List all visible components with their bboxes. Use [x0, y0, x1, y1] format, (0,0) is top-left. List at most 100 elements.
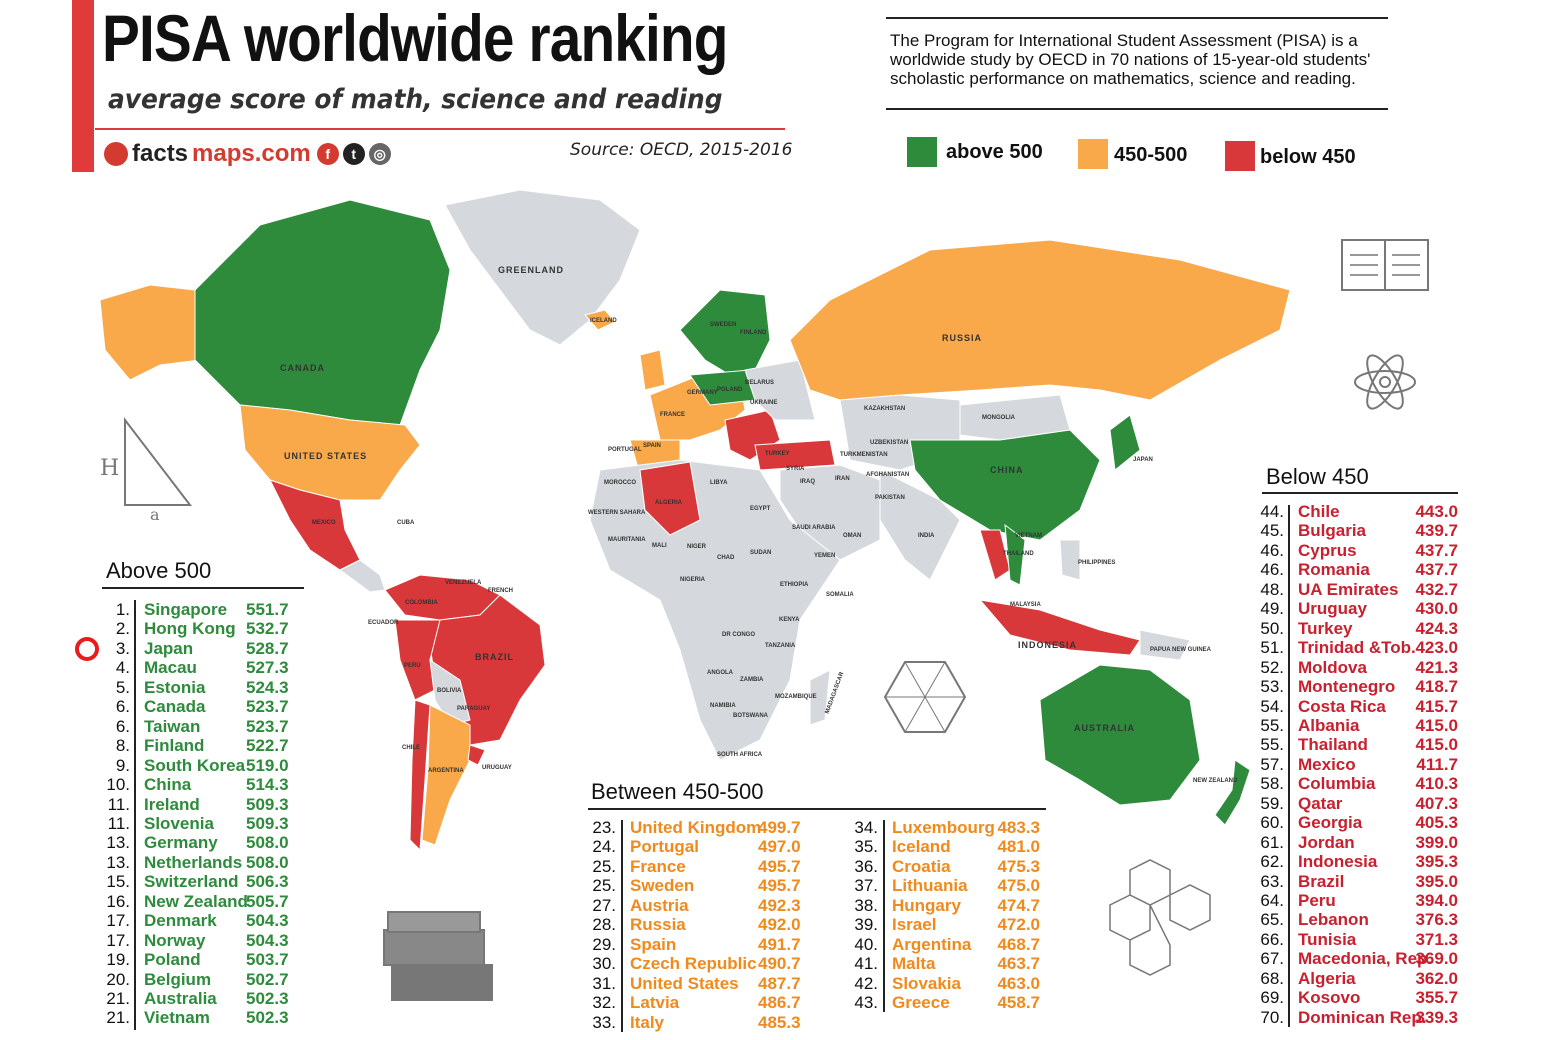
map-label-pakistan: PAKISTAN [875, 495, 905, 501]
description-text: The Program for International Student As… [890, 31, 1371, 88]
country-name: Turkey [1298, 618, 1353, 638]
region-new-zealand [1214, 759, 1251, 826]
map-label-china: CHINA [990, 465, 1024, 475]
ranking-row: 4. Macau 527.3 [100, 658, 289, 677]
ranking-row: 32. Latvia 486.7 [586, 993, 800, 1012]
map-label-india: INDIA [918, 533, 935, 539]
ranking-row: 43. Greece 458.7 [848, 993, 1040, 1012]
ranking-row: 36. Croatia 475.3 [848, 857, 1040, 876]
map-label-yemen: YEMEN [814, 553, 836, 559]
rank-number: 68. [1260, 968, 1284, 988]
country-score: 483.3 [997, 818, 1040, 837]
ranking-row: 29. Spain 491.7 [586, 935, 800, 954]
country-score: 502.3 [246, 989, 289, 1008]
legend-swatch-above [907, 137, 937, 167]
rank-number: 50. [1260, 618, 1284, 638]
country-name: Singapore [144, 600, 228, 619]
country-name: Argentina [892, 934, 972, 954]
country-name: Czech Republic [630, 954, 757, 974]
region-australia [1039, 664, 1201, 806]
country-name: Russia [630, 915, 686, 935]
ranking-row: 65. Lebanon 376.3 [1252, 910, 1458, 929]
region-china [909, 429, 1101, 541]
country-name: Algeria [1298, 968, 1356, 988]
books-stack-icon [383, 911, 493, 1001]
region-argentina [421, 704, 471, 846]
country-score: 424.3 [1415, 618, 1458, 638]
ranking-row: 49. Uruguay 430.0 [1252, 599, 1458, 618]
country-score: 437.7 [1415, 560, 1458, 580]
map-label-argentina: ARGENTINA [428, 768, 464, 774]
rank-number: 24. [592, 837, 616, 857]
map-label-mongolia: MONGOLIA [982, 415, 1015, 421]
ranking-row: 21. Australia 502.3 [100, 989, 288, 1008]
ranking-row: 28. Russia 492.0 [586, 915, 800, 935]
country-score: 474.7 [997, 895, 1040, 915]
page-subtitle: average score of math, science and readi… [108, 84, 723, 115]
rank-number: 65. [1260, 910, 1284, 930]
country-score: 369.0 [1415, 949, 1458, 969]
region-philippines [1059, 539, 1081, 581]
legend-swatch-below [1225, 141, 1255, 171]
map-label-french-guiana: FRENCH [488, 588, 513, 594]
map-label-cuba: CUBA [397, 520, 415, 526]
ranking-row: 23. United Kingdom 499.7 [586, 818, 800, 837]
rank-number: 43. [854, 993, 878, 1013]
map-label-somalia: SOMALIA [826, 592, 854, 598]
panel-divider-below [1262, 492, 1458, 494]
country-name: United Kingdom [630, 818, 762, 837]
country-name: Peru [1298, 891, 1336, 910]
rank-number: 10. [106, 775, 130, 795]
country-name: Slovenia [144, 813, 214, 833]
brand-logo[interactable]: facts maps.com f t ◎ [104, 140, 391, 168]
country-name: New Zealand [144, 891, 248, 911]
ranking-row: 3. Japan 528.7 [100, 639, 289, 658]
country-score: 339.3 [1415, 1007, 1458, 1027]
instagram-icon[interactable]: ◎ [368, 143, 391, 165]
ranking-row: 20. Belgium 502.7 [100, 970, 288, 989]
country-name: Switzerland [144, 872, 239, 892]
country-score: 437.7 [1415, 540, 1458, 560]
country-name: Dominican Rep. [1298, 1007, 1427, 1027]
region-uruguay [467, 744, 486, 766]
country-name: Brazil [1298, 871, 1345, 891]
rank-number: 13. [106, 833, 130, 853]
map-label-peru: PERU [404, 663, 421, 669]
country-score: 508.0 [246, 833, 289, 853]
rank-number: 34. [854, 818, 878, 837]
map-label-belarus: BELARUS [745, 380, 775, 386]
country-name: Georgia [1298, 813, 1363, 833]
region-south-asia [879, 469, 961, 581]
rank-number: 41. [854, 954, 878, 974]
country-name: Moldova [1298, 657, 1367, 677]
map-label-afghanistan: AFGHANISTAN [866, 472, 910, 478]
twitter-icon[interactable]: t [342, 143, 365, 165]
country-name: Greece [892, 993, 950, 1013]
map-label-greenland: GREENLAND [498, 265, 565, 275]
country-score: 485.3 [758, 1012, 801, 1032]
map-label-philippines: PHILIPPINES [1078, 560, 1116, 566]
highlight-marker [75, 637, 99, 661]
ranking-row: 30. Czech Republic 490.7 [586, 954, 800, 974]
country-name: Iceland [892, 837, 951, 857]
facebook-icon[interactable]: f [316, 143, 339, 165]
panel-vline-between-right [883, 820, 885, 1012]
rank-number: 16. [106, 891, 130, 911]
ranking-row: 39. Israel 472.0 [848, 915, 1040, 934]
country-score: 502.3 [246, 1008, 289, 1028]
map-label-tanzania: TANZANIA [765, 643, 796, 649]
country-score: 463.0 [997, 973, 1040, 993]
ranking-row: 48. UA Emirates 432.7 [1252, 580, 1458, 599]
rank-number: 2. [115, 619, 130, 639]
rank-number: 13. [106, 852, 130, 872]
ranking-row: 63. Brazil 395.0 [1252, 872, 1458, 891]
map-label-south-africa: SOUTH AFRICA [717, 752, 763, 758]
rank-number: 60. [1260, 813, 1284, 833]
country-score: 514.3 [246, 775, 289, 795]
rank-number: 28. [592, 915, 616, 935]
map-label-canada: CANADA [280, 363, 325, 373]
atom-icon [1354, 354, 1416, 410]
country-name: Tunisia [1298, 929, 1357, 949]
map-label-australia: AUSTRALIA [1074, 723, 1135, 733]
ranking-row: 17. Norway 504.3 [100, 931, 288, 950]
